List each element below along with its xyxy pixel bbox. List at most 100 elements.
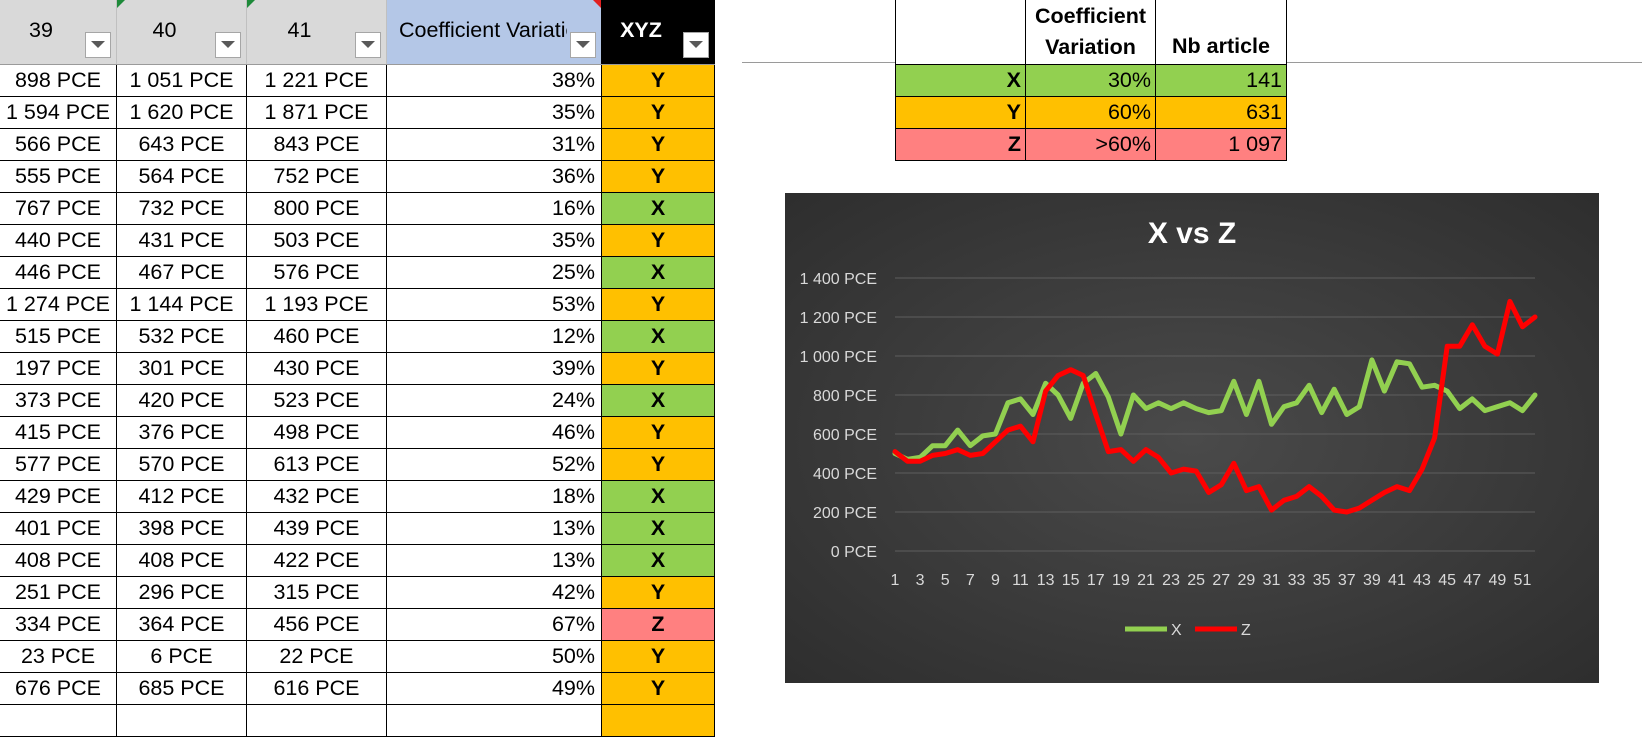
week-39-cell[interactable]: 1 594 PCE: [0, 96, 117, 129]
week-39-cell[interactable]: 767 PCE: [0, 192, 117, 225]
week-41-cell[interactable]: 22 PCE: [246, 640, 387, 673]
xyz-class-cell[interactable]: Y: [601, 672, 715, 705]
coefficient-variation-cell[interactable]: 12%: [386, 320, 602, 353]
week-41-cell[interactable]: 800 PCE: [246, 192, 387, 225]
coefficient-variation-cell[interactable]: 50%: [386, 640, 602, 673]
xyz-class-cell[interactable]: X: [601, 320, 715, 353]
summary-class-cell[interactable]: X: [895, 63, 1026, 97]
week-39-cell[interactable]: 555 PCE: [0, 160, 117, 193]
xyz-class-cell[interactable]: Y: [601, 64, 715, 97]
week-41-cell[interactable]: 503 PCE: [246, 224, 387, 257]
xyz-class-cell[interactable]: X: [601, 480, 715, 513]
week-40-cell[interactable]: 301 PCE: [116, 352, 247, 385]
coefficient-variation-cell[interactable]: 49%: [386, 672, 602, 705]
week-41-cell[interactable]: 613 PCE: [246, 448, 387, 481]
week-39-cell[interactable]: 515 PCE: [0, 320, 117, 353]
xyz-class-cell[interactable]: Y: [601, 448, 715, 481]
summary-count-cell[interactable]: 631: [1155, 95, 1287, 129]
week-40-cell[interactable]: 732 PCE: [116, 192, 247, 225]
filter-dropdown-button[interactable]: [569, 31, 596, 58]
week-41-cell[interactable]: 315 PCE: [246, 576, 387, 609]
week-40-cell[interactable]: 1 620 PCE: [116, 96, 247, 129]
week-41-cell[interactable]: 616 PCE: [246, 672, 387, 705]
coefficient-variation-cell[interactable]: 13%: [386, 544, 602, 577]
week-39-cell[interactable]: 577 PCE: [0, 448, 117, 481]
week-41-cell[interactable]: 422 PCE: [246, 544, 387, 577]
week-41-cell[interactable]: 430 PCE: [246, 352, 387, 385]
week-41-cell[interactable]: 523 PCE: [246, 384, 387, 417]
week-41-cell[interactable]: [246, 704, 387, 737]
week-40-cell[interactable]: 1 051 PCE: [116, 64, 247, 97]
week-40-cell[interactable]: 398 PCE: [116, 512, 247, 545]
week-39-cell[interactable]: 440 PCE: [0, 224, 117, 257]
week-39-cell[interactable]: 566 PCE: [0, 128, 117, 161]
xyz-class-cell[interactable]: Y: [601, 160, 715, 193]
summary-cv-cell[interactable]: 60%: [1025, 95, 1156, 129]
week-41-cell[interactable]: 439 PCE: [246, 512, 387, 545]
coefficient-variation-cell[interactable]: 31%: [386, 128, 602, 161]
week-41-cell[interactable]: 456 PCE: [246, 608, 387, 641]
coefficient-variation-cell[interactable]: 67%: [386, 608, 602, 641]
xyz-class-cell[interactable]: X: [601, 512, 715, 545]
xyz-class-cell[interactable]: Y: [601, 96, 715, 129]
summary-header-nb-article[interactable]: Nb article: [1155, 0, 1287, 65]
week-39-cell[interactable]: 415 PCE: [0, 416, 117, 449]
week-39-cell[interactable]: 373 PCE: [0, 384, 117, 417]
xyz-class-cell[interactable]: Y: [601, 416, 715, 449]
coefficient-variation-cell[interactable]: 18%: [386, 480, 602, 513]
week-39-cell[interactable]: 446 PCE: [0, 256, 117, 289]
week-40-cell[interactable]: 431 PCE: [116, 224, 247, 257]
summary-count-cell[interactable]: 141: [1155, 63, 1287, 97]
coefficient-variation-cell[interactable]: 25%: [386, 256, 602, 289]
xyz-class-cell[interactable]: Y: [601, 640, 715, 673]
week-41-cell[interactable]: 843 PCE: [246, 128, 387, 161]
week-40-cell[interactable]: 364 PCE: [116, 608, 247, 641]
filter-dropdown-button[interactable]: [214, 31, 241, 58]
coefficient-variation-cell[interactable]: 42%: [386, 576, 602, 609]
coefficient-variation-cell[interactable]: 38%: [386, 64, 602, 97]
coefficient-variation-cell[interactable]: 35%: [386, 224, 602, 257]
week-40-cell[interactable]: 564 PCE: [116, 160, 247, 193]
week-41-cell[interactable]: 498 PCE: [246, 416, 387, 449]
coefficient-variation-cell[interactable]: 36%: [386, 160, 602, 193]
week-41-cell[interactable]: 1 221 PCE: [246, 64, 387, 97]
coefficient-variation-cell[interactable]: 24%: [386, 384, 602, 417]
week-39-cell[interactable]: 676 PCE: [0, 672, 117, 705]
filter-dropdown-button[interactable]: [682, 31, 709, 58]
week-41-cell[interactable]: 460 PCE: [246, 320, 387, 353]
week-40-cell[interactable]: [116, 704, 247, 737]
week-39-cell[interactable]: 429 PCE: [0, 480, 117, 513]
week-40-cell[interactable]: 376 PCE: [116, 416, 247, 449]
xyz-class-cell[interactable]: Y: [601, 352, 715, 385]
xyz-class-cell[interactable]: Y: [601, 128, 715, 161]
week-41-cell[interactable]: 432 PCE: [246, 480, 387, 513]
week-40-cell[interactable]: 296 PCE: [116, 576, 247, 609]
week-40-cell[interactable]: 685 PCE: [116, 672, 247, 705]
coefficient-variation-cell[interactable]: 53%: [386, 288, 602, 321]
xyz-class-cell[interactable]: Z: [601, 608, 715, 641]
xyz-class-cell[interactable]: X: [601, 256, 715, 289]
week-39-cell[interactable]: [0, 704, 117, 737]
summary-count-cell[interactable]: 1 097: [1155, 127, 1287, 161]
xyz-class-cell[interactable]: Y: [601, 576, 715, 609]
xyz-class-cell[interactable]: Y: [601, 288, 715, 321]
x-vs-z-chart[interactable]: X vs Z 0 PCE 200 PCE 400 PCE 600 PCE 800 PCE…: [785, 193, 1599, 683]
summary-class-cell[interactable]: Z: [895, 127, 1026, 161]
coefficient-variation-cell[interactable]: 35%: [386, 96, 602, 129]
week-40-cell[interactable]: 467 PCE: [116, 256, 247, 289]
xyz-class-cell[interactable]: X: [601, 192, 715, 225]
summary-class-cell[interactable]: Y: [895, 95, 1026, 129]
week-41-cell[interactable]: 752 PCE: [246, 160, 387, 193]
week-41-cell[interactable]: 576 PCE: [246, 256, 387, 289]
week-40-cell[interactable]: 643 PCE: [116, 128, 247, 161]
week-41-cell[interactable]: 1 193 PCE: [246, 288, 387, 321]
week-39-cell[interactable]: 197 PCE: [0, 352, 117, 385]
summary-cv-cell[interactable]: 30%: [1025, 63, 1156, 97]
summary-cv-cell[interactable]: >60%: [1025, 127, 1156, 161]
week-40-cell[interactable]: 412 PCE: [116, 480, 247, 513]
summary-header-coefficient-variation[interactable]: Coefficient Variation: [1025, 0, 1156, 65]
coefficient-variation-cell[interactable]: 13%: [386, 512, 602, 545]
week-39-cell[interactable]: 401 PCE: [0, 512, 117, 545]
coefficient-variation-cell[interactable]: 52%: [386, 448, 602, 481]
coefficient-variation-cell[interactable]: 46%: [386, 416, 602, 449]
